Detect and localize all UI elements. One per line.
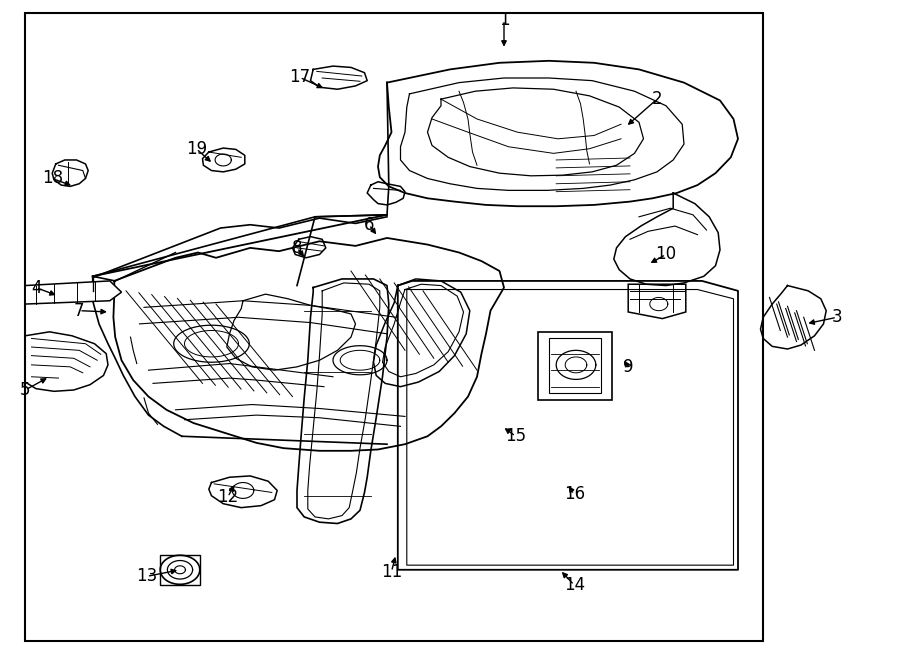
Bar	[25, 13, 763, 641]
Text: 11: 11	[381, 563, 402, 581]
Text: 19: 19	[185, 139, 207, 158]
Text: 6: 6	[364, 215, 374, 234]
Text: 7: 7	[74, 301, 85, 320]
Text: 9: 9	[623, 358, 634, 376]
Text: 3: 3	[832, 308, 842, 327]
Text: 2: 2	[652, 90, 662, 108]
Text: 12: 12	[217, 488, 239, 506]
Text: 14: 14	[563, 576, 585, 594]
Text: 5: 5	[20, 381, 31, 399]
Text: 18: 18	[41, 169, 63, 188]
Text: 17: 17	[289, 68, 310, 87]
Polygon shape	[25, 281, 122, 304]
Text: 15: 15	[505, 427, 526, 446]
Text: 13: 13	[136, 567, 158, 586]
Text: 10: 10	[655, 245, 677, 264]
Text: 8: 8	[292, 239, 302, 257]
Text: 16: 16	[563, 485, 585, 504]
Text: 1: 1	[499, 11, 509, 29]
Text: 4: 4	[31, 278, 41, 297]
